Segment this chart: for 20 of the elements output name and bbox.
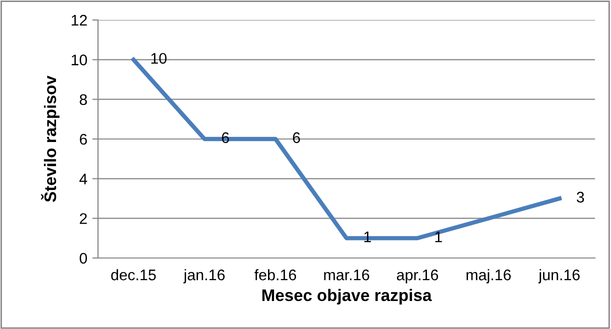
x-tick-label: feb.16 bbox=[254, 269, 296, 280]
y-tick-label: 10 bbox=[72, 54, 87, 66]
x-tick-label: maj.16 bbox=[466, 269, 511, 284]
y-tick-label: 8 bbox=[80, 94, 87, 106]
x-tick-label: jun.16 bbox=[538, 269, 580, 284]
y-tick-label: 6 bbox=[80, 134, 87, 145]
y-tick-label: 0 bbox=[80, 252, 87, 264]
y-axis-title: Število razpisov bbox=[41, 76, 60, 202]
data-label: 1 bbox=[435, 232, 442, 242]
y-tick-label: 12 bbox=[72, 14, 87, 26]
data-label: 6 bbox=[292, 132, 300, 144]
x-axis-title: Mesec objave razpisa bbox=[262, 288, 432, 304]
data-label: 10 bbox=[151, 52, 167, 64]
x-tick-label: jan.16 bbox=[183, 269, 225, 284]
y-tick-label: 4 bbox=[79, 174, 88, 184]
y-tick-label: 2 bbox=[80, 213, 87, 224]
data-label: 3 bbox=[576, 192, 584, 203]
x-tick-label: apr.16 bbox=[396, 270, 438, 284]
x-tick-label: dec.15 bbox=[111, 269, 156, 280]
x-tick-label: mar.16 bbox=[324, 270, 370, 280]
